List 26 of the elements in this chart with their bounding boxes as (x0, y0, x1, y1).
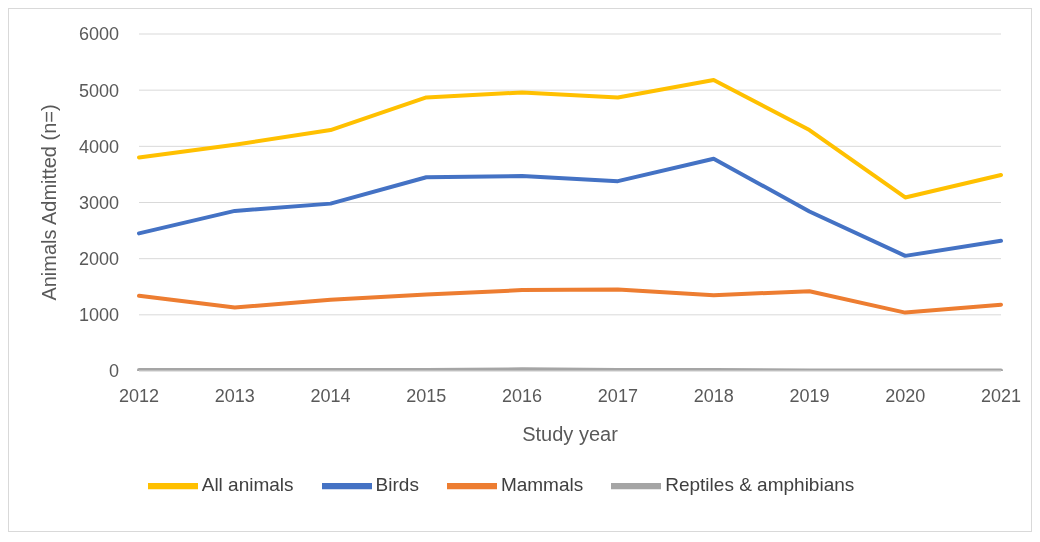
y-tick-label: 6000 (78, 24, 119, 45)
line-series (137, 156, 1003, 258)
x-tick-label: 2016 (502, 385, 543, 406)
y-tick-label: 0 (108, 361, 119, 382)
x-tick-label: 2012 (118, 385, 160, 406)
x-tick-label: 2019 (789, 385, 830, 406)
x-axis-title: Study year (522, 423, 619, 445)
y-axis-title: Animals Admitted (n=) (38, 104, 61, 301)
x-tick-label: 2014 (310, 385, 351, 406)
legend-label: Mammals (500, 474, 584, 496)
y-tick-label: 1000 (78, 305, 119, 326)
x-tick-label: 2020 (885, 385, 926, 406)
x-tick-label: 2017 (597, 385, 638, 406)
y-tick-label: 5000 (78, 80, 119, 101)
line-series (137, 78, 1003, 200)
y-tick-label: 4000 (78, 136, 119, 157)
x-tick-label: 2013 (214, 385, 255, 406)
x-tick-label: 2015 (406, 385, 447, 406)
y-tick-label: 2000 (78, 249, 119, 270)
line-series (137, 287, 1003, 315)
y-tick-label: 3000 (78, 192, 119, 213)
legend-label: Birds (375, 474, 419, 496)
legend-label: Reptiles & amphibians (665, 474, 855, 496)
legend-label: All animals (201, 474, 294, 496)
x-tick-label: 2018 (693, 385, 734, 406)
x-tick-label: 2021 (980, 385, 1022, 406)
